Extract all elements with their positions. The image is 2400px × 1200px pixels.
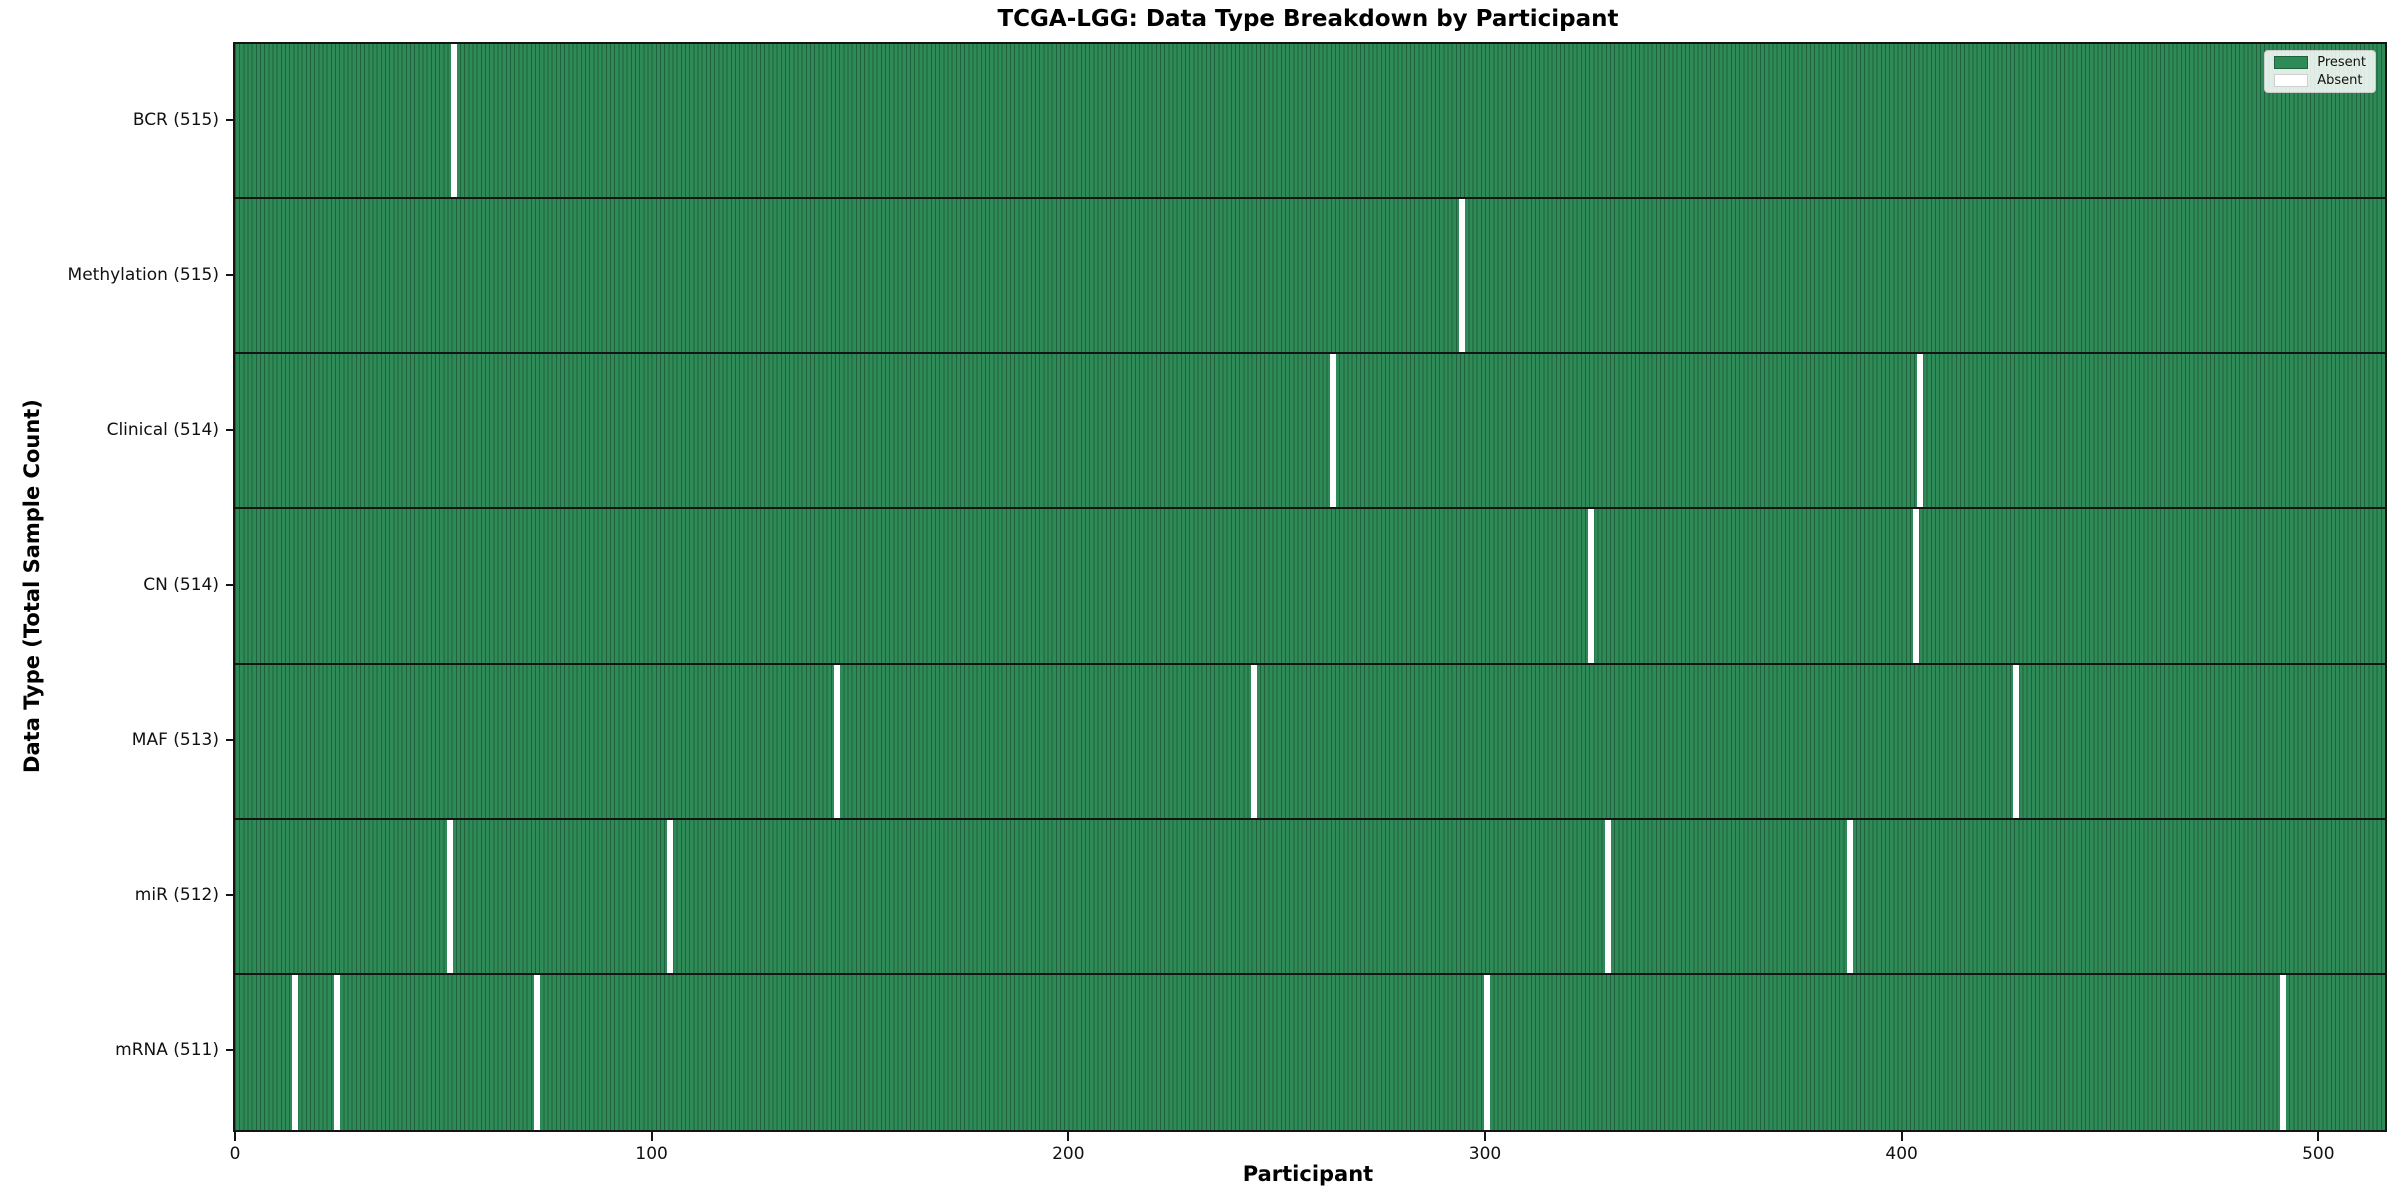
y-tick-label-Clinical: Clinical (514) [106,419,219,440]
absent-cell [1459,199,1466,353]
absent-cell [534,974,541,1130]
y-tick-label-CN: CN (514) [143,575,219,595]
y-tick-mark [226,584,234,586]
absent-cell [450,44,457,198]
y-tick-label-Methylation: Methylation (515) [67,264,219,285]
absent-cell [292,974,299,1130]
x-tick-mark [1900,1132,1903,1141]
legend-item-present: Present [2274,56,2366,69]
x-tick-label-0: 0 [229,1144,241,1164]
y-tick-mark [226,894,234,897]
absent-cell [2013,664,2020,818]
plot-area [233,42,2387,1132]
x-tick-label-100: 100 [635,1144,668,1164]
heatmap-row-MAF [235,664,2385,820]
heatmap-row-BCR [235,44,2385,200]
absent-cell [834,664,841,818]
legend-swatch-absent [2274,74,2309,87]
absent-cell [1917,354,1924,508]
y-tick-label-miR: miR (512) [134,885,219,906]
x-tick-mark [1484,1132,1486,1141]
y-tick-label-MAF: MAF (513) [131,730,219,751]
legend: Present Absent [2264,50,2376,93]
absent-cell [334,974,341,1130]
y-tick-mark [226,118,234,121]
heatmap-row-CN [235,509,2385,665]
y-tick-label-BCR: BCR (515) [132,109,219,130]
legend-swatch-present [2274,56,2309,69]
x-tick-label-300: 300 [1468,1144,1502,1164]
chart-title: TCGA-LGG: Data Type Breakdown by Partici… [997,6,1619,32]
y-tick-label-mRNA: mRNA (511) [115,1040,219,1061]
x-tick-mark [234,1132,236,1141]
x-tick-label-500: 500 [2302,1144,2335,1164]
y-tick-mark [226,1049,234,1052]
x-tick-mark [2317,1132,2320,1141]
absent-cell [1588,509,1595,663]
x-axis-label: Participant [1242,1162,1374,1186]
x-tick-mark [650,1132,653,1141]
heatmap-row-Methylation [235,199,2385,355]
y-tick-mark [226,273,234,276]
absent-cell [2279,974,2286,1130]
absent-cell [1604,819,1611,973]
legend-label-present: Present [2317,55,2366,70]
heatmap-row-Clinical [235,354,2385,510]
y-tick-mark [226,428,234,431]
absent-cell [1250,664,1257,818]
legend-label-absent: Absent [2317,73,2363,88]
absent-cell [1329,354,1336,508]
absent-cell [1484,974,1491,1130]
absent-cell [1846,819,1853,973]
y-tick-mark [226,739,234,742]
x-tick-mark [1067,1132,1070,1141]
absent-cell [446,819,453,973]
x-tick-label-200: 200 [1052,1144,1085,1164]
heatmap-row-mRNA [235,974,2385,1130]
absent-cell [1913,509,1920,663]
x-tick-label-400: 400 [1885,1144,1918,1164]
absent-cell [667,819,674,973]
legend-item-absent: Absent [2274,74,2366,87]
heatmap-row-miR [235,819,2385,975]
